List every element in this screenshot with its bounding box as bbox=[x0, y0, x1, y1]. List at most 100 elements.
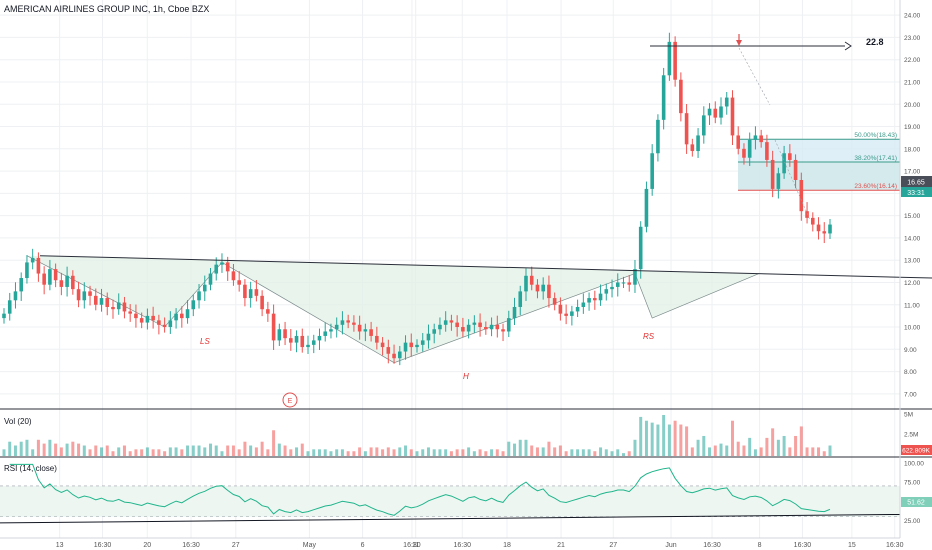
rsi-band bbox=[0, 485, 900, 517]
volume-bar bbox=[530, 445, 534, 456]
countdown-tag bbox=[901, 187, 932, 197]
volume-last-tag bbox=[901, 445, 932, 455]
volume-bar bbox=[467, 447, 471, 456]
candle-body bbox=[593, 298, 597, 301]
candle-body bbox=[294, 335, 299, 343]
volume-bar bbox=[94, 445, 98, 456]
candle-body bbox=[162, 324, 167, 328]
volume-bar bbox=[478, 449, 482, 456]
volume-bar bbox=[518, 439, 522, 456]
candle-body bbox=[799, 179, 804, 212]
volume-bar bbox=[564, 451, 568, 456]
price-axis[interactable]: 24.00 23.00 22.00 21.00 20.00 19.00 18.00 17.00… bbox=[904, 13, 921, 399]
volume-bar bbox=[455, 449, 459, 456]
price-tick-label: 7.00 bbox=[904, 391, 917, 398]
volume-bar bbox=[685, 426, 689, 456]
candle-body bbox=[13, 291, 18, 301]
candle-body bbox=[254, 289, 259, 296]
volume-bar bbox=[765, 437, 769, 456]
candle-body bbox=[300, 335, 305, 348]
volume-bar bbox=[352, 451, 356, 456]
candle-body bbox=[828, 224, 832, 234]
volume-bar bbox=[375, 447, 379, 456]
candle-body bbox=[753, 135, 758, 140]
time-tick-label: 8 bbox=[758, 542, 762, 549]
candle-body bbox=[690, 144, 695, 152]
candle-body bbox=[323, 331, 328, 336]
volume-bar bbox=[799, 426, 803, 456]
candle-body bbox=[765, 142, 769, 160]
volume-bar bbox=[650, 422, 654, 456]
candle-body bbox=[621, 282, 626, 284]
price-tick-label: 8.00 bbox=[904, 369, 917, 376]
candle-body bbox=[782, 153, 786, 174]
candle-body bbox=[438, 324, 442, 330]
fib-level-label: 50.00%(18.43) bbox=[854, 132, 897, 139]
candle-body bbox=[466, 324, 471, 332]
time-tick-label: 27 bbox=[609, 542, 617, 549]
candle-body bbox=[82, 291, 87, 301]
volume-bar bbox=[157, 449, 161, 456]
candle-body bbox=[742, 148, 746, 158]
volume-bar bbox=[627, 451, 631, 456]
candle-body bbox=[116, 302, 121, 310]
candle-body bbox=[535, 284, 540, 292]
fib-level-label: 38.20%(17.41) bbox=[854, 155, 897, 162]
candle-body bbox=[409, 342, 414, 348]
volume-bar bbox=[8, 441, 12, 456]
head-label: H bbox=[463, 372, 469, 381]
candle-body bbox=[2, 313, 6, 319]
candle-body bbox=[793, 159, 798, 180]
volume-bar bbox=[363, 451, 367, 456]
candle-body bbox=[673, 41, 677, 80]
price-tick-label: 22.00 bbox=[904, 57, 921, 64]
candle-body bbox=[415, 344, 419, 348]
candle-body bbox=[747, 139, 752, 158]
volume-bar bbox=[19, 441, 23, 456]
candle-body bbox=[289, 338, 293, 343]
volume-bar bbox=[231, 445, 235, 456]
volume-bar bbox=[122, 445, 126, 456]
time-tick-label: 27 bbox=[232, 542, 240, 549]
volume-bar bbox=[36, 439, 40, 456]
drawings[interactable] bbox=[39, 34, 932, 279]
price-tick-label: 12.00 bbox=[904, 280, 921, 287]
volume-bar bbox=[42, 443, 46, 456]
fibonacci-retracement[interactable]: 50.00%(18.43) 38.20%(17.41) 23.60%(16.14) bbox=[738, 132, 900, 191]
right-shoulder-label: RS bbox=[643, 332, 655, 341]
candle-body bbox=[185, 309, 190, 319]
candle-body bbox=[598, 293, 603, 301]
candle-body bbox=[397, 351, 402, 359]
neckline[interactable] bbox=[39, 255, 932, 279]
candle-body bbox=[420, 340, 425, 345]
volume-bar bbox=[616, 449, 620, 456]
volume-bar bbox=[782, 435, 786, 456]
candle-body bbox=[587, 298, 591, 303]
volume-bar bbox=[266, 449, 270, 456]
volume-bar bbox=[369, 447, 373, 456]
fib-level-label: 23.60%(16.14) bbox=[854, 183, 897, 190]
rsi-trendline[interactable] bbox=[0, 513, 901, 524]
candle-body bbox=[816, 224, 821, 232]
candle-body bbox=[59, 280, 64, 287]
candle-body bbox=[552, 298, 557, 305]
candle-body bbox=[197, 291, 201, 301]
earnings-marker-label: E bbox=[288, 398, 293, 405]
volume-bar bbox=[558, 445, 562, 456]
volume-bar bbox=[576, 449, 580, 456]
volume-bar bbox=[214, 445, 218, 456]
volume-bar bbox=[277, 443, 281, 456]
candle-body bbox=[707, 108, 712, 116]
candle-body bbox=[71, 275, 75, 290]
volume-bar bbox=[237, 449, 241, 456]
chart-title: AMERICAN AIRLINES GROUP INC, 1h, Cboe BZ… bbox=[4, 4, 209, 14]
candle-body bbox=[386, 347, 391, 354]
candle-body bbox=[627, 282, 632, 285]
earnings-marker[interactable] bbox=[282, 392, 298, 408]
volume-bar bbox=[788, 447, 792, 456]
candle-body bbox=[65, 275, 69, 287]
volume-bar bbox=[381, 449, 385, 456]
